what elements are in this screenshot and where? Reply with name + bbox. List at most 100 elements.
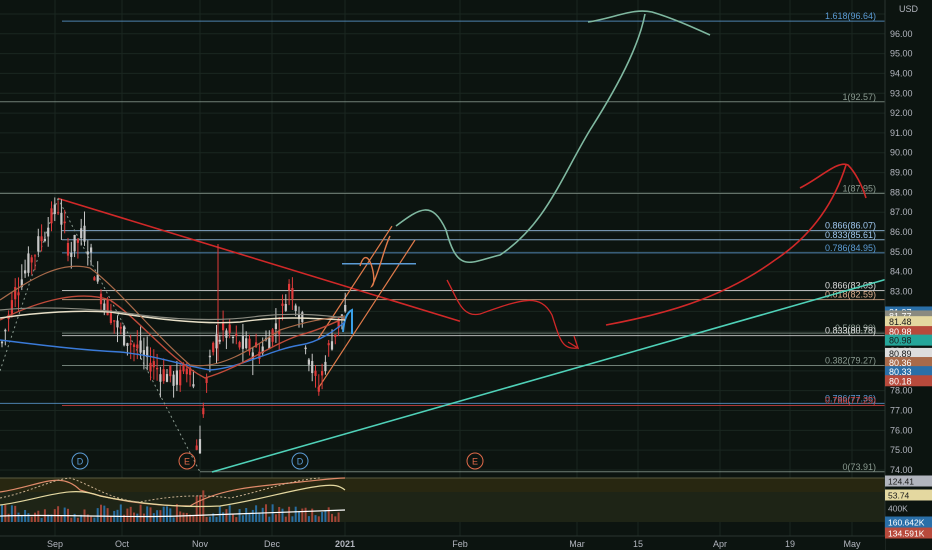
volume-bar: [258, 512, 261, 522]
time-tick-label: Sep: [47, 539, 63, 549]
candle-body: [156, 367, 159, 370]
volume-bar: [225, 509, 228, 522]
price-axis-bg: [885, 0, 932, 550]
event-marker-d[interactable]: D: [71, 452, 89, 470]
candle-body: [172, 374, 175, 386]
candle-body: [132, 344, 136, 347]
candle-body: [162, 369, 165, 382]
volume-bar: [126, 508, 129, 522]
candle-body: [274, 323, 277, 329]
volume-bar: [63, 507, 66, 522]
candle-body: [99, 293, 103, 305]
volume-badge[interactable]: [885, 475, 932, 487]
price-badge[interactable]: [885, 334, 932, 346]
price-badge[interactable]: [885, 357, 932, 369]
candle-body: [33, 255, 37, 257]
candle-body: [179, 369, 182, 386]
candle-body: [90, 247, 93, 253]
candle-body: [43, 238, 46, 241]
price-badge[interactable]: [885, 347, 932, 359]
time-tick-label: Feb: [452, 539, 468, 549]
price-badge[interactable]: [885, 375, 932, 387]
volume-bar: [232, 514, 234, 522]
volume-bar: [185, 512, 188, 522]
candle-body: [66, 242, 70, 256]
volume-bar: [142, 513, 145, 522]
volume-bar: [212, 513, 215, 522]
candle-body: [109, 310, 112, 324]
candle-body: [195, 445, 198, 450]
price-axis[interactable]: USD 96.00 95.00 94.00 93.00 92.00 91.00 90.00 89…: [884, 0, 932, 550]
candle-body: [37, 236, 40, 252]
time-axis[interactable]: Sep Oct Nov Dec 2021 Feb Mar 15 Apr 19 May: [0, 535, 885, 550]
price-tick-label: 95.00: [890, 49, 913, 59]
candle-body: [314, 370, 317, 376]
candle-body: [294, 305, 297, 312]
candle-body: [212, 342, 215, 353]
volume-badge[interactable]: [885, 527, 932, 539]
candle-body: [63, 221, 66, 224]
fib-label: 0.866(83.05): [825, 281, 876, 291]
price-badge[interactable]: [885, 326, 932, 338]
candle-body: [198, 439, 202, 454]
fib-label: 0.833(85.61): [825, 230, 876, 240]
time-tick-label: Mar: [569, 539, 585, 549]
candle-body: [185, 368, 188, 375]
volume-bar: [321, 511, 324, 522]
volume-bar: [60, 516, 63, 522]
price-tick-label: 96.00: [890, 29, 913, 39]
volume-badge[interactable]: [885, 516, 932, 528]
volume-bar: [37, 510, 40, 522]
candle-body: [321, 371, 324, 376]
price-badge[interactable]: [885, 310, 932, 322]
volume-bar: [334, 516, 337, 522]
green-projection-top: [587, 10, 711, 36]
candle-body: [278, 330, 281, 335]
price-tick-label: 94.00: [890, 68, 913, 78]
candle-body: [297, 314, 301, 320]
cyan-trendline: [211, 278, 886, 473]
candle-body: [311, 361, 314, 374]
candle-body: [251, 352, 254, 360]
orange-loop: [359, 235, 391, 289]
volume-bar: [301, 508, 304, 522]
volume-bar: [241, 515, 244, 522]
time-tick-label: 19: [785, 539, 795, 549]
candle-body: [47, 227, 50, 237]
price-tick-label: 76.00: [890, 425, 913, 435]
fib-label: 0(73.91): [842, 462, 876, 472]
price-badge-label: 80.33: [889, 367, 912, 377]
event-marker-circle: [291, 452, 309, 470]
volume-pane: [0, 477, 885, 522]
candle-body: [215, 334, 218, 349]
candle-body: [4, 329, 7, 332]
candle-body: [258, 351, 261, 360]
red-projection-large: [605, 164, 847, 326]
volume-badge[interactable]: [885, 489, 932, 501]
event-marker-label: E: [472, 457, 478, 467]
volume-bar: [182, 512, 185, 522]
candle-body: [288, 283, 291, 291]
event-marker-d[interactable]: D: [291, 452, 309, 470]
fib-label: 0.786(77.25): [825, 396, 876, 406]
volume-bar: [146, 506, 149, 522]
event-marker-e[interactable]: E: [178, 452, 196, 470]
candle-body: [225, 330, 228, 338]
fib-label: 0.786(84.95): [825, 243, 876, 253]
price-badge[interactable]: [885, 316, 932, 328]
candle-body: [60, 212, 63, 225]
price-badge[interactable]: [885, 366, 932, 378]
price-tick-label: 75.00: [890, 445, 913, 455]
candle-body: [317, 386, 320, 392]
grid-lines: [0, 0, 885, 536]
price-tick-label: 74.00: [890, 465, 913, 475]
volume-bar: [175, 504, 178, 522]
candle-body: [208, 355, 211, 358]
candle-body: [119, 326, 122, 329]
volume-bar: [7, 513, 10, 522]
price-badge-label: 80.36: [889, 358, 912, 368]
event-marker-e[interactable]: E: [466, 452, 484, 470]
